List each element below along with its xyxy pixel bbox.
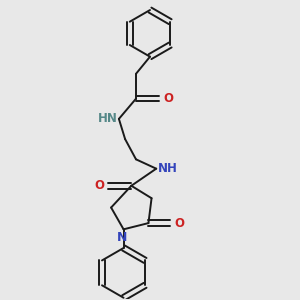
Text: NH: NH (158, 162, 178, 175)
Text: O: O (94, 179, 104, 192)
Text: O: O (174, 217, 184, 230)
Text: N: N (117, 231, 127, 244)
Text: HN: HN (98, 112, 117, 125)
Text: O: O (163, 92, 173, 105)
